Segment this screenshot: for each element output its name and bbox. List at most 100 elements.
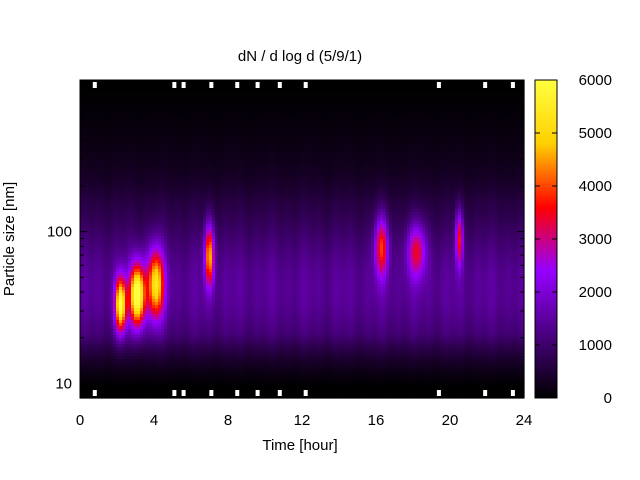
heatmap-cell	[161, 353, 165, 357]
heatmap-cell	[161, 200, 165, 204]
heatmap-cell	[137, 290, 141, 294]
heatmap-cell	[170, 392, 174, 396]
heatmap-cell	[164, 248, 168, 252]
heatmap-cell	[128, 131, 132, 135]
heatmap-cell	[122, 149, 126, 153]
heatmap-cell	[83, 338, 87, 342]
heatmap-cell	[137, 272, 141, 276]
heatmap-cell	[179, 194, 183, 198]
heatmap-cell	[134, 146, 138, 150]
heatmap-cell	[89, 338, 93, 342]
heatmap-cell	[80, 221, 84, 225]
heatmap-cell	[113, 263, 117, 267]
heatmap-cell	[158, 329, 162, 333]
heatmap-cell	[122, 362, 126, 366]
heatmap-cell	[113, 281, 117, 285]
heatmap-cell	[143, 164, 147, 168]
heatmap-cell	[125, 95, 129, 99]
heatmap-cell	[119, 254, 123, 258]
heatmap-cell	[179, 335, 183, 339]
heatmap-cell	[101, 248, 105, 252]
heatmap-cell	[179, 191, 183, 195]
heatmap-cell	[155, 365, 159, 369]
heatmap-cell	[173, 113, 177, 117]
heatmap-cell	[95, 323, 99, 327]
heatmap-cell	[98, 359, 102, 363]
heatmap-cell	[101, 203, 105, 207]
heatmap-cell	[134, 185, 138, 189]
heatmap-cell	[140, 140, 144, 144]
heatmap-cell	[134, 170, 138, 174]
heatmap-cell	[104, 167, 108, 171]
heatmap-cell	[146, 83, 150, 87]
heatmap-cell	[176, 383, 180, 387]
heatmap-cell	[131, 287, 135, 291]
heatmap-cell	[131, 272, 135, 276]
heatmap-cell	[152, 245, 156, 249]
heatmap-cell	[107, 131, 111, 135]
heatmap-cell	[107, 305, 111, 309]
heatmap-cell	[83, 80, 87, 84]
heatmap-cell	[176, 224, 180, 228]
heatmap-cell	[95, 113, 99, 117]
heatmap-cell	[146, 104, 150, 108]
heatmap-cell	[128, 230, 132, 234]
heatmap-cell	[128, 140, 132, 144]
heatmap-cell	[164, 347, 168, 351]
heatmap-cell	[110, 323, 114, 327]
heatmap-cell	[167, 257, 171, 261]
heatmap-cell	[83, 311, 87, 315]
heatmap-cell	[122, 311, 126, 315]
heatmap-cell	[128, 191, 132, 195]
heatmap-cell	[107, 149, 111, 153]
heatmap-cell	[170, 149, 174, 153]
heatmap-cell	[143, 359, 147, 363]
heatmap-cell	[152, 101, 156, 105]
heatmap-cell	[134, 266, 138, 270]
heatmap-cell	[113, 209, 117, 213]
heatmap-cell	[113, 374, 117, 378]
heatmap-cell	[80, 254, 84, 258]
heatmap-cell	[149, 248, 153, 252]
heatmap-cell	[140, 218, 144, 222]
heatmap-cell	[140, 119, 144, 123]
heatmap-cell	[143, 224, 147, 228]
heatmap-cell	[152, 269, 156, 273]
heatmap-cell	[149, 191, 153, 195]
heatmap-cell	[176, 83, 180, 87]
heatmap-cell	[122, 323, 126, 327]
heatmap-cell	[125, 173, 129, 177]
heatmap-cell	[86, 341, 90, 345]
heatmap-cell	[152, 185, 156, 189]
heatmap-cell	[107, 374, 111, 378]
heatmap-cell	[134, 245, 138, 249]
heatmap-cell	[134, 98, 138, 102]
heatmap-cell	[116, 287, 120, 291]
heatmap-cell	[122, 305, 126, 309]
heatmap-cell	[89, 191, 93, 195]
heatmap-cell	[110, 140, 114, 144]
heatmap-cell	[92, 314, 96, 318]
heatmap-cell	[89, 80, 93, 84]
heatmap-cell	[143, 383, 147, 387]
heatmap-cell	[95, 185, 99, 189]
heatmap-cell	[80, 260, 84, 264]
heatmap-cell	[98, 374, 102, 378]
heatmap-cell	[101, 392, 105, 396]
heatmap-cell	[92, 212, 96, 216]
heatmap-cell	[122, 128, 126, 132]
heatmap-cell	[143, 104, 147, 108]
heatmap-cell	[110, 131, 114, 135]
heatmap-cell	[104, 119, 108, 123]
heatmap-cell	[134, 233, 138, 237]
heatmap-cell	[140, 215, 144, 219]
heatmap-cell	[95, 167, 99, 171]
heatmap-cell	[80, 122, 84, 126]
heatmap-cell	[176, 269, 180, 273]
heatmap-cell	[116, 203, 120, 207]
heatmap-cell	[92, 233, 96, 237]
heatmap-cell	[146, 272, 150, 276]
heatmap-cell	[137, 308, 141, 312]
heatmap-cell	[176, 287, 180, 291]
heatmap-cell	[149, 125, 153, 129]
